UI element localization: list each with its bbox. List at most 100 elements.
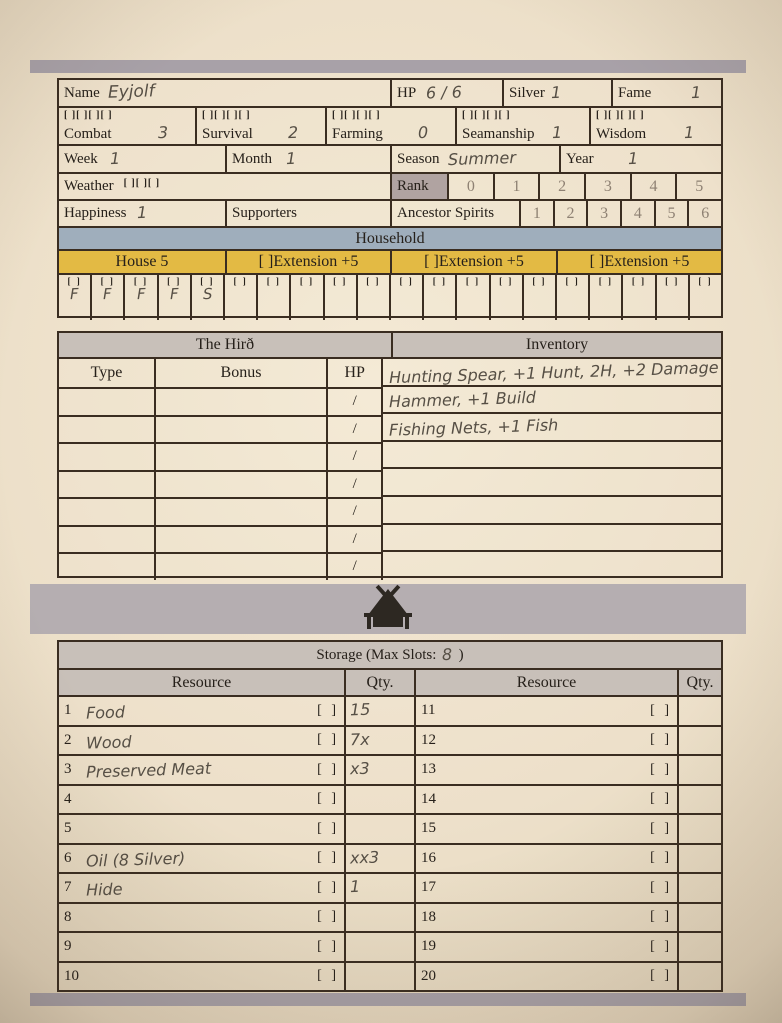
ancestor-cell-3: 3 xyxy=(588,201,623,226)
hp-value: 6 / 6 xyxy=(425,82,463,103)
checkbox-icon: [ ] xyxy=(67,276,82,286)
qty-value: 1 xyxy=(349,877,361,897)
rank-cell-3: 3 xyxy=(586,174,632,199)
storage-resource-cell: 4 [ ] xyxy=(59,785,346,813)
checkbox-track-icon: [ ][ ][ ][ ] xyxy=(462,110,511,121)
silver-value: 1 xyxy=(550,82,562,102)
hird-hp-slash: / xyxy=(352,475,357,492)
slot-letter: F xyxy=(103,284,113,304)
month-value: 1 xyxy=(285,148,297,168)
silver-field: Silver 1 xyxy=(504,80,613,106)
hird-column-header-row: Type Bonus HP xyxy=(59,359,382,389)
storage-table: Storage (Max Slots: 8 ) Resource Qty. Re… xyxy=(57,640,723,992)
max-slots-value: 8 xyxy=(442,644,453,664)
checkbox-icon: [ ] xyxy=(465,276,481,286)
household-slot: [ ] xyxy=(657,275,690,320)
hird-hp-slash: / xyxy=(352,530,357,547)
storage-qty-cell xyxy=(346,903,416,931)
row-number: 3 xyxy=(64,761,72,778)
household-slot: [ ] xyxy=(424,275,458,320)
household-header-row: Household xyxy=(59,228,721,251)
inventory-line xyxy=(383,497,721,525)
inventory-title: Inventory xyxy=(393,333,721,357)
checkbox-icon: [ ] xyxy=(650,732,672,748)
checkbox-icon: [ ] xyxy=(631,276,647,286)
storage-qty-cell xyxy=(346,785,416,813)
storage-resource-cell: 12 [ ] xyxy=(416,726,679,754)
season-field: Season Summer xyxy=(392,146,561,172)
checkbox-icon: [ ] xyxy=(100,276,115,286)
extension-2-header: [ ]Extension +5 xyxy=(392,251,558,273)
rank-cell-0: 0 xyxy=(449,174,495,199)
ancestor-cell-4: 4 xyxy=(622,201,656,226)
checkbox-icon: [ ] xyxy=(665,276,680,286)
checkbox-icon: [ ] xyxy=(650,968,672,984)
checkbox-icon: [ ] xyxy=(133,276,149,286)
hird-row: / xyxy=(59,444,382,472)
checkbox-track-icon: [ ][ ][ ][ ] xyxy=(332,110,381,121)
silver-label: Silver xyxy=(509,84,545,101)
storage-row: 8 [ ] 18 [ ] xyxy=(59,903,721,933)
storage-qty-cell xyxy=(346,962,416,990)
fame-label: Fame xyxy=(618,84,652,101)
checkbox-icon: [ ] xyxy=(317,968,339,984)
household-slot: [ ] S xyxy=(192,275,226,320)
skill-combat: [ ][ ][ ][ ] Combat 3 xyxy=(59,108,197,144)
row-number: 19 xyxy=(421,938,436,955)
storage-row: 7 Hide [ ] 1 17 [ ] xyxy=(59,874,721,904)
storage-qty-cell xyxy=(679,963,721,991)
storage-qty-cell xyxy=(679,874,721,902)
resource-name: Food xyxy=(85,702,126,723)
hird-hp-slash: / xyxy=(352,448,357,465)
storage-qty-column-left: Qty. xyxy=(346,670,416,695)
checkbox-icon: [ ] xyxy=(233,276,248,286)
checkbox-icon: [ ] xyxy=(299,276,315,286)
fame-value: 1 xyxy=(691,82,702,102)
storage-title-suffix: ) xyxy=(458,646,464,663)
ancestor-cell-1: 1 xyxy=(521,201,555,226)
weather-rank-row: Weather [ ][ ][ ] Rank 0 1 2 3 4 5 xyxy=(59,174,721,201)
resource-name: Hide xyxy=(85,879,123,900)
row-number: 15 xyxy=(421,820,436,837)
household-slot: [ ] F xyxy=(125,275,159,320)
household-slot: [ ] xyxy=(358,275,392,320)
checkbox-icon: [ ] xyxy=(317,761,339,777)
skill-wisdom: [ ][ ][ ][ ] Wisdom 1 xyxy=(591,108,721,144)
inventory-item: Hammer, +1 Build xyxy=(389,388,537,412)
household-slot: [ ] xyxy=(325,275,358,320)
checkbox-track-icon: [ ][ ][ ][ ] xyxy=(202,110,251,121)
storage-qty-cell: 15 xyxy=(346,697,416,725)
supporters-label: Supporters xyxy=(232,205,297,221)
skill-seamanship: [ ][ ][ ][ ] Seamanship 1 xyxy=(457,108,591,144)
bottom-divider-bar xyxy=(30,993,746,1006)
inventory-line xyxy=(383,525,721,553)
checkbox-icon: [ ] xyxy=(532,276,547,286)
storage-resource-cell: 1 Food [ ] xyxy=(59,697,346,725)
checkbox-icon: [ ] xyxy=(650,909,672,925)
checkbox-icon: [ ] xyxy=(333,276,348,286)
storage-qty-cell xyxy=(679,815,721,843)
ancestor-cell-2: 2 xyxy=(555,201,589,226)
checkbox-icon: [ ] xyxy=(200,276,215,286)
storage-resource-cell: 13 [ ] xyxy=(416,756,679,784)
row-number: 12 xyxy=(421,731,436,748)
checkbox-icon: [ ] xyxy=(650,938,672,954)
checkbox-icon: [ ] xyxy=(366,276,381,286)
calendar-row: Week 1 Month 1 Season Summer Year 1 xyxy=(59,146,721,174)
qty-value: 15 xyxy=(349,700,371,720)
resource-name xyxy=(86,973,317,980)
slot-letter: F xyxy=(169,284,179,304)
resource-name xyxy=(86,914,317,921)
row-number: 4 xyxy=(64,790,72,807)
weather-label: Weather xyxy=(64,178,114,194)
household-slot: [ ] xyxy=(291,275,325,320)
storage-title-prefix: Storage (Max Slots: xyxy=(316,646,437,663)
household-slot: [ ] F xyxy=(92,275,126,320)
checkbox-icon: [ ] xyxy=(167,276,182,286)
resource-name: Oil (8 Silver) xyxy=(85,848,186,871)
resource-name: Preserved Meat xyxy=(85,759,212,782)
year-value: 1 xyxy=(627,148,639,168)
storage-qty-cell: x3 xyxy=(346,756,416,784)
rank-label-cell: Rank xyxy=(392,174,449,199)
household-slot: [ ] xyxy=(524,275,558,320)
